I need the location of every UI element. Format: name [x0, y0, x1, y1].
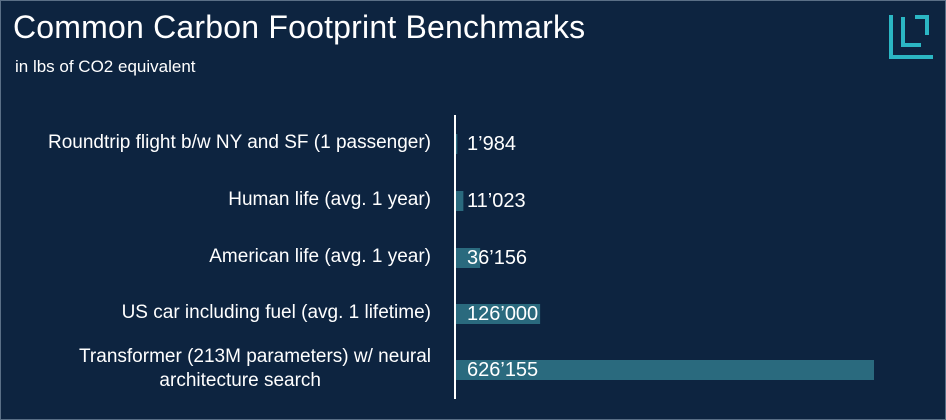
- data-label: 626’155: [467, 359, 539, 381]
- category-label: US car including fuel (avg. 1 lifetime): [122, 301, 431, 325]
- category-label-line: Roundtrip flight b/w NY and SF (1 passen…: [47, 132, 431, 153]
- data-label: 1’984: [467, 133, 516, 155]
- data-label: 36’156: [467, 247, 528, 269]
- category-label-line: US car including fuel (avg. 1 lifetime): [121, 302, 431, 323]
- bar: [456, 360, 874, 380]
- data-label: 11’023: [467, 190, 526, 212]
- bar: [456, 134, 458, 154]
- bar: [456, 304, 541, 324]
- category-label-line: architecture search: [159, 370, 321, 391]
- category-label: Transformer (213M parameters) w/ neural a…: [79, 345, 431, 393]
- data-label: 126’000: [467, 303, 539, 325]
- category-label: Human life (avg. 1 year): [228, 188, 431, 212]
- category-label-line: Human life (avg. 1 year): [228, 189, 431, 210]
- chart-title: Common Carbon Footprint Benchmarks: [13, 9, 586, 45]
- bar: [456, 248, 481, 268]
- chart-subtitle: in lbs of CO2 equivalent: [15, 57, 196, 76]
- brand-logo-icon: [889, 15, 933, 59]
- category-label: American life (avg. 1 year): [209, 245, 431, 269]
- category-label-line: American life (avg. 1 year): [209, 246, 431, 267]
- category-label: Roundtrip flight b/w NY and SF (1 passen…: [48, 131, 431, 155]
- bar: [456, 191, 464, 211]
- category-label-line: Transformer (213M parameters) w/ neural: [79, 346, 431, 367]
